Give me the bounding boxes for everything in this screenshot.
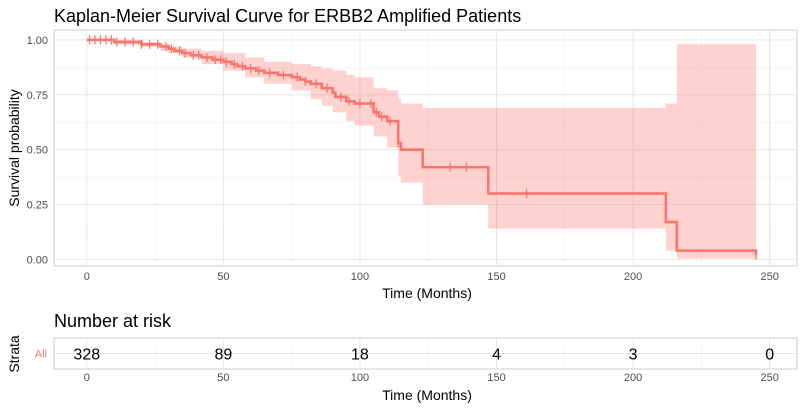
risk-x-tick-label: 150 — [487, 372, 505, 384]
risk-table-x-tick-labels: 0 50 100 150 200 250 — [84, 372, 779, 384]
risk-x-tick-label: 50 — [217, 372, 229, 384]
risk-count: 18 — [351, 347, 369, 364]
y-tick-labels: 0.00 0.25 0.50 0.75 1.00 — [27, 35, 48, 267]
x-tick-label: 50 — [217, 271, 229, 283]
risk-count: 89 — [214, 347, 232, 364]
risk-table-y-axis-title: Strata — [6, 335, 22, 373]
risk-table-x-axis-title: Time (Months) — [382, 387, 472, 403]
strata-label-all: All — [35, 349, 47, 361]
risk-counts: 328 89 18 4 3 0 — [73, 347, 774, 364]
y-tick-label: 0.00 — [27, 254, 48, 266]
y-tick-label: 0.25 — [27, 200, 48, 212]
survival-curve — [86, 38, 758, 256]
y-tick-label: 0.75 — [27, 90, 48, 102]
risk-count: 0 — [765, 347, 774, 364]
risk-count: 3 — [629, 347, 638, 364]
risk-x-tick-label: 0 — [84, 372, 90, 384]
risk-table-title: Number at risk — [54, 311, 172, 331]
x-tick-label: 100 — [351, 271, 369, 283]
plot-panel — [53, 29, 798, 267]
risk-table: 328 89 18 4 3 0 0 50 100 150 200 250 All — [35, 337, 798, 384]
y-tick-label: 0.50 — [27, 145, 48, 157]
risk-x-tick-label: 100 — [351, 372, 369, 384]
x-tick-labels: 0 50 100 150 200 250 — [84, 271, 779, 283]
plot-title: Kaplan-Meier Survival Curve for ERBB2 Am… — [54, 6, 521, 26]
x-axis-title: Time (Months) — [382, 285, 472, 301]
risk-count: 4 — [492, 347, 501, 364]
survival-plot: 0.00 0.25 0.50 0.75 1.00 0 50 100 150 200 250 — [27, 29, 798, 283]
x-tick-label: 150 — [487, 271, 505, 283]
x-tick-label: 250 — [761, 271, 779, 283]
risk-x-tick-label: 250 — [761, 372, 779, 384]
risk-count: 328 — [73, 347, 100, 364]
grid-lines — [54, 30, 797, 266]
x-tick-label: 200 — [624, 271, 642, 283]
y-axis-title: Survival probability — [6, 89, 22, 207]
censor-marks — [88, 35, 757, 260]
x-tick-label: 0 — [84, 271, 90, 283]
risk-table-grid — [54, 338, 797, 369]
risk-x-tick-label: 200 — [624, 372, 642, 384]
y-tick-label: 1.00 — [27, 35, 48, 47]
